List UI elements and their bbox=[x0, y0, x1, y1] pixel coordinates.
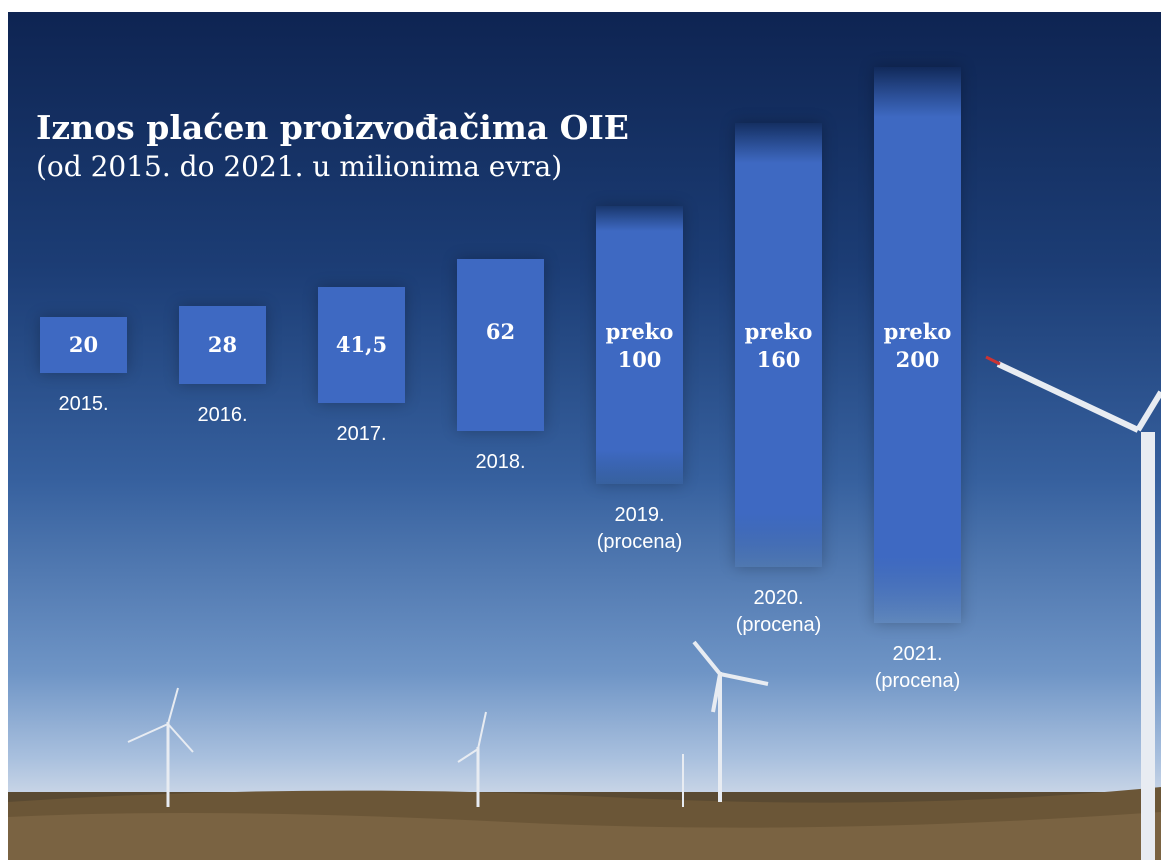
x-tick-label: 2018. bbox=[446, 449, 556, 476]
value-label: 20 bbox=[44, 331, 124, 359]
x-tick-label: 2016. bbox=[168, 402, 278, 429]
chart-subtitle: (od 2015. do 2021. u milionima evra) bbox=[36, 150, 562, 183]
value-label: 62 bbox=[461, 318, 541, 346]
x-tick-label: 2017. bbox=[307, 421, 417, 448]
x-tick-label: 2021. (procena) bbox=[863, 641, 973, 695]
value-label: preko 160 bbox=[739, 318, 819, 374]
value-label: 41,5 bbox=[322, 331, 402, 359]
value-label: preko 100 bbox=[600, 318, 680, 374]
infographic: Iznos plaćen proizvođačima OIE (od 2015.… bbox=[0, 0, 1161, 860]
value-label: preko 200 bbox=[878, 318, 958, 374]
x-tick-label: 2019. (procena) bbox=[585, 502, 695, 556]
x-tick-label: 2020. (procena) bbox=[724, 585, 834, 639]
x-tick-label: 2015. bbox=[29, 391, 139, 418]
value-label: 28 bbox=[183, 331, 263, 359]
chart-title: Iznos plaćen proizvođačima OIE bbox=[36, 108, 629, 147]
